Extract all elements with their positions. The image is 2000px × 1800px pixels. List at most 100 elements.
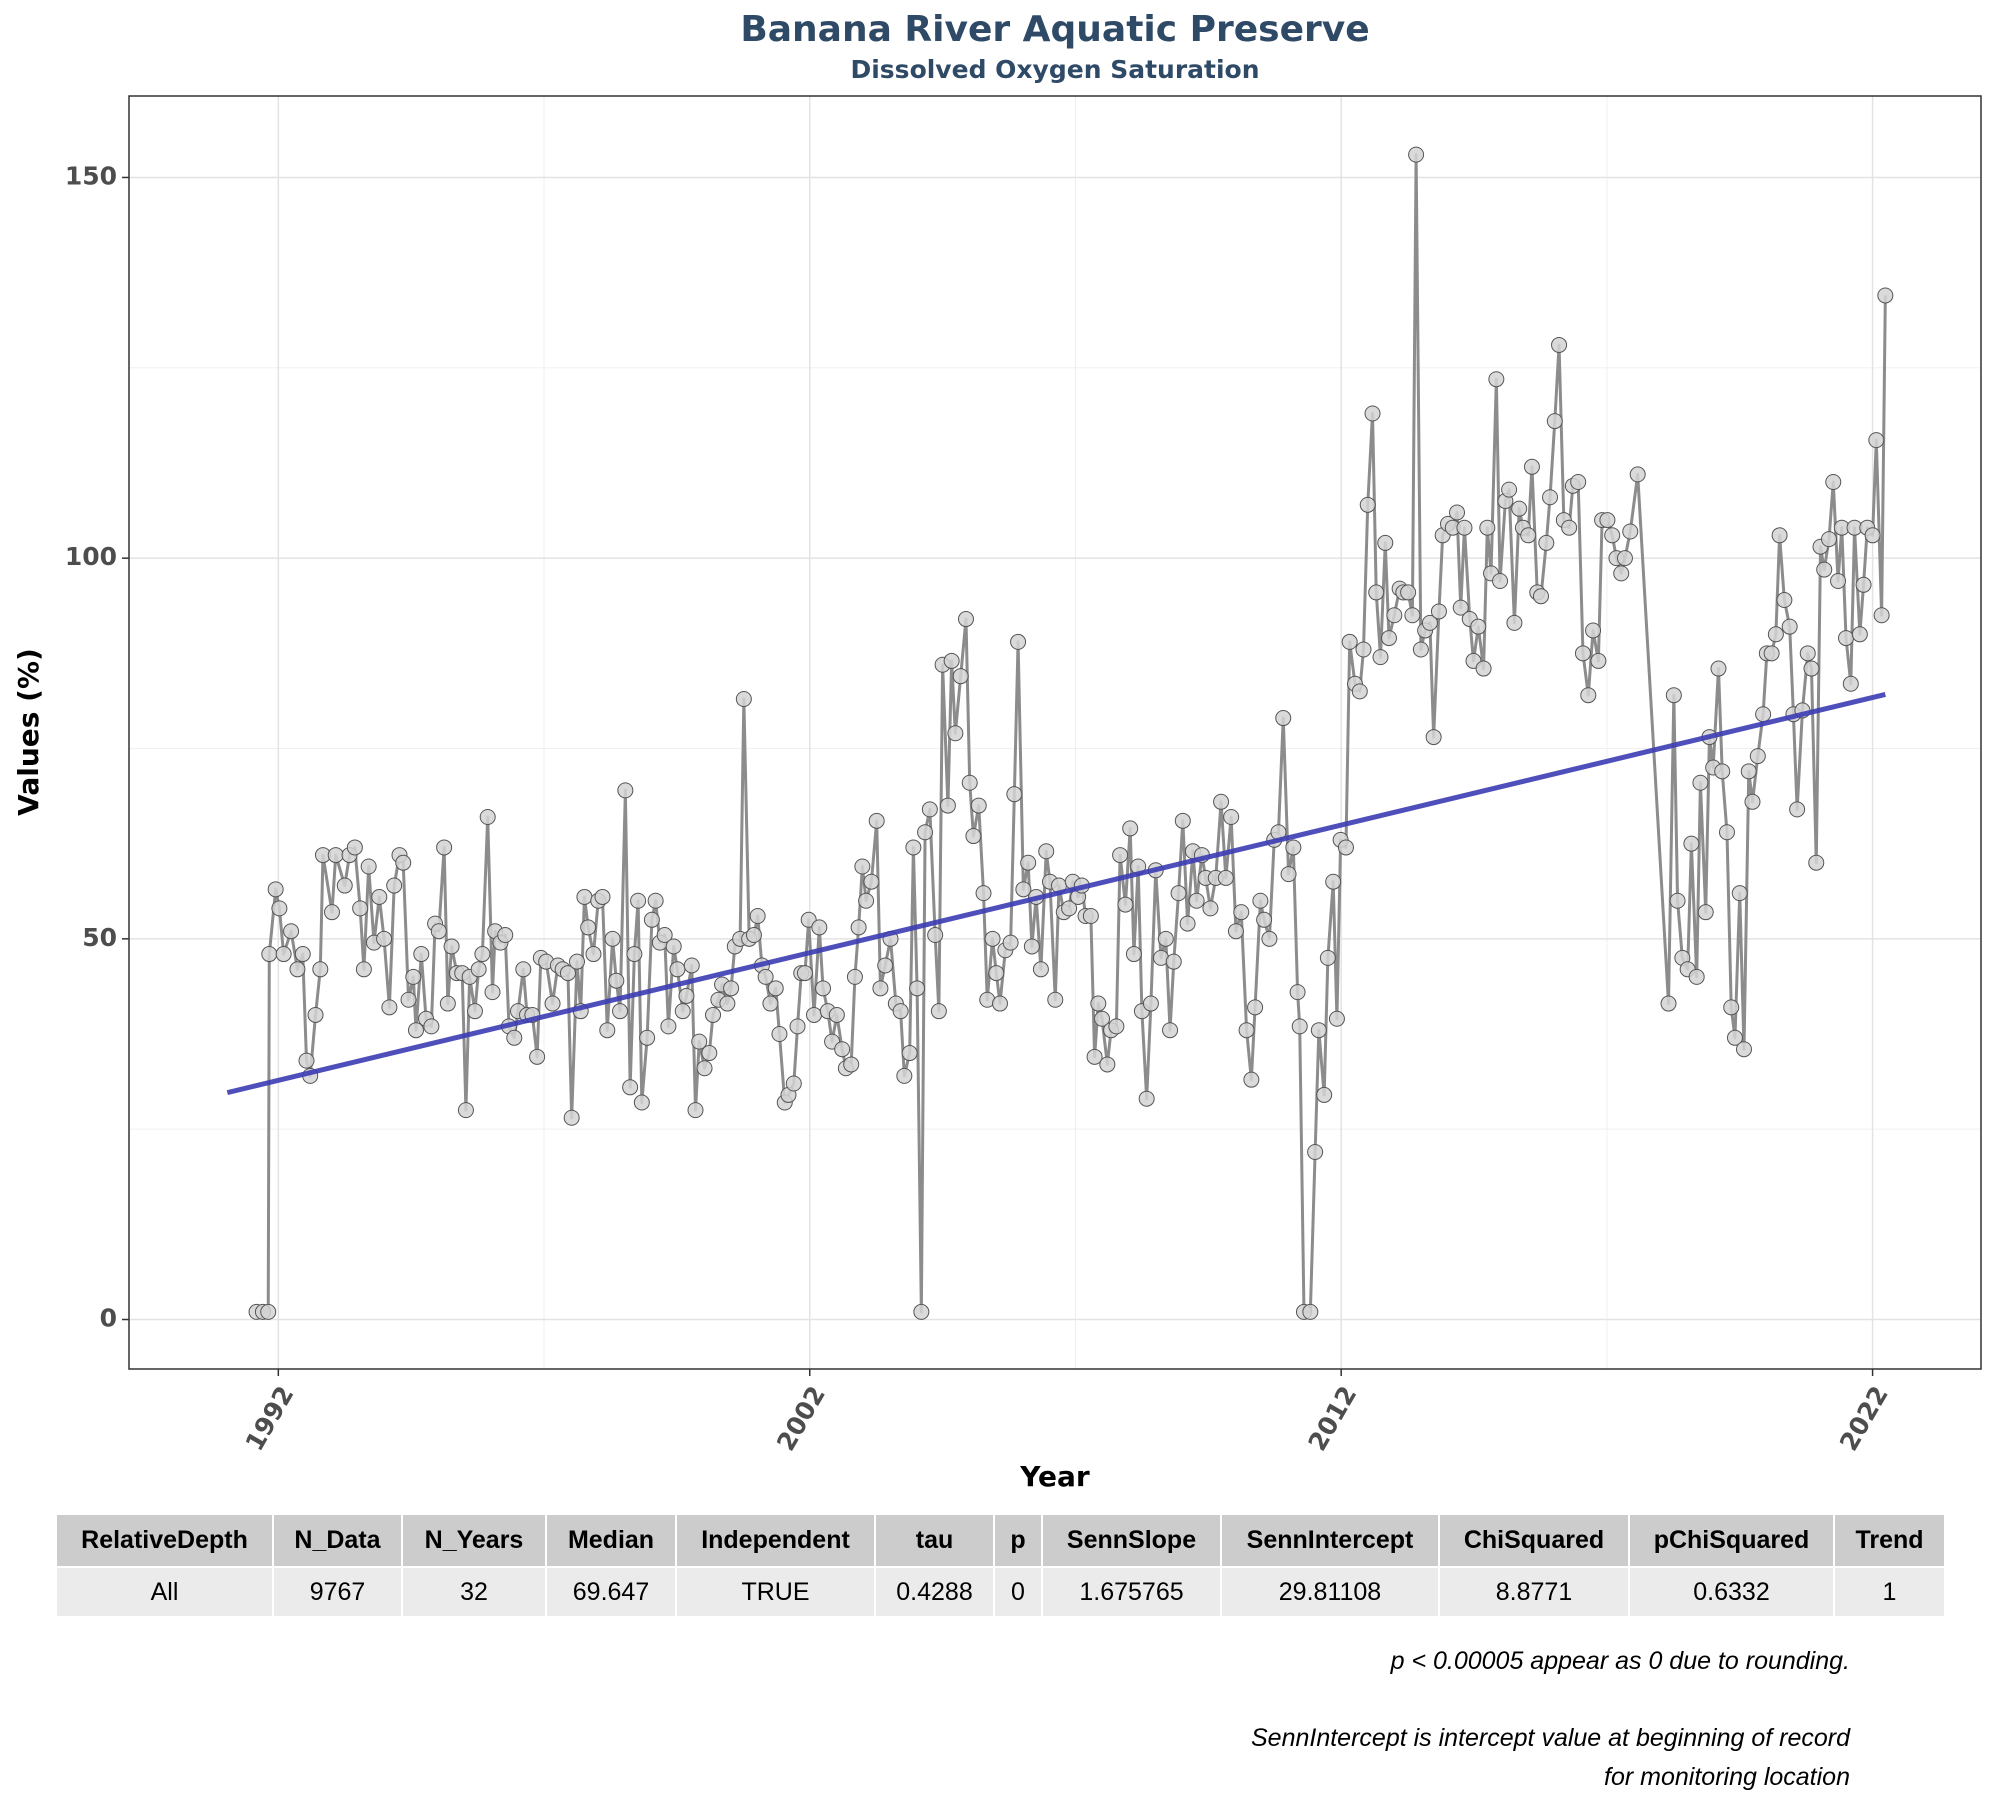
data-point — [1359, 496, 1376, 513]
data-point — [691, 1033, 708, 1050]
data-point — [1002, 934, 1019, 951]
data-point — [484, 984, 501, 1001]
data-point — [1808, 854, 1825, 871]
data-point — [1243, 1071, 1260, 1088]
data-point — [1803, 660, 1820, 677]
data-point — [785, 1075, 802, 1092]
data-point — [846, 968, 863, 985]
data-point — [1799, 645, 1816, 662]
y-tick-label: 0 — [100, 1304, 117, 1333]
data-point — [965, 828, 982, 845]
data-point — [1425, 729, 1442, 746]
data-point — [1551, 336, 1568, 353]
data-point — [1744, 793, 1761, 810]
data-point — [1108, 1018, 1125, 1035]
data-point — [1061, 900, 1078, 917]
data-point — [1542, 489, 1559, 506]
note: p < 0.00005 appear as 0 due to rounding. — [1390, 1647, 1850, 1675]
data-point — [594, 888, 611, 905]
data-point — [1851, 626, 1868, 643]
data-point — [927, 927, 944, 944]
data-point — [1735, 1041, 1752, 1058]
data-point — [307, 1006, 324, 1023]
data-point — [789, 1018, 806, 1035]
column-header: ChiSquared — [1438, 1513, 1630, 1568]
data-point — [1412, 641, 1429, 658]
data-point — [630, 892, 647, 909]
data-point — [1337, 839, 1354, 856]
data-point — [1683, 835, 1700, 852]
data-point — [1873, 607, 1890, 624]
data-point — [1038, 843, 1055, 860]
table-cell: TRUE — [675, 1566, 876, 1618]
table-cell: 69.647 — [545, 1566, 677, 1618]
table-cell: 32 — [401, 1566, 547, 1618]
data-point — [1868, 432, 1885, 449]
data-point — [1781, 618, 1798, 635]
data-point — [1574, 645, 1591, 662]
data-point — [1749, 748, 1766, 765]
data-point — [952, 668, 969, 685]
data-point — [1310, 1022, 1327, 1039]
data-point — [1714, 763, 1731, 780]
data-point — [921, 801, 938, 818]
data-point — [1233, 904, 1250, 921]
data-point — [701, 1045, 718, 1062]
data-point — [863, 873, 880, 890]
data-point — [413, 946, 430, 963]
data-point — [1252, 892, 1269, 909]
data-point — [352, 900, 369, 917]
data-point — [1165, 953, 1182, 970]
data-point — [1506, 614, 1523, 631]
data-point — [1142, 995, 1159, 1012]
data-point — [1842, 675, 1859, 692]
data-point — [815, 980, 832, 997]
data-point — [1501, 481, 1518, 498]
trend-line — [226, 692, 1886, 1096]
data-point — [1325, 873, 1342, 890]
data-point — [1316, 1086, 1333, 1103]
data-point — [1622, 523, 1639, 540]
data-point — [1302, 1303, 1319, 1320]
data-point — [443, 938, 460, 955]
data-point — [1771, 527, 1788, 544]
data-point — [660, 1018, 677, 1035]
data-point — [705, 1006, 722, 1023]
data-point — [1546, 413, 1563, 430]
data-point — [1020, 854, 1037, 871]
data-point — [674, 1003, 691, 1020]
data-point — [436, 839, 453, 856]
column-header: p — [993, 1513, 1043, 1568]
table-cell: 9767 — [272, 1566, 403, 1618]
data-point — [1227, 923, 1244, 940]
x-tick-label: 1992 — [240, 1381, 300, 1456]
data-point — [1570, 474, 1587, 491]
data-point — [439, 995, 456, 1012]
data-point — [1285, 839, 1302, 856]
data-point — [1718, 824, 1735, 841]
data-point — [1188, 892, 1205, 909]
data-point — [957, 611, 974, 628]
table-header: RelativeDepth N_Data N_Years Median Independ… — [55, 1513, 1946, 1568]
data-point — [1590, 652, 1607, 669]
data-point — [1740, 763, 1757, 780]
data-point — [327, 847, 344, 864]
data-point — [723, 980, 740, 997]
data-point — [1449, 504, 1466, 521]
data-point — [576, 888, 593, 905]
data-point — [767, 980, 784, 997]
data-point — [872, 980, 889, 997]
data-point — [568, 953, 585, 970]
data-point — [991, 995, 1008, 1012]
y-tick-label: 150 — [65, 161, 117, 190]
column-header: Independent — [675, 1513, 876, 1568]
table-row: All 9767 32 69.647 TRUE 0.4288 0 1.675765 29.811… — [55, 1566, 1946, 1618]
data-point — [275, 946, 292, 963]
column-header: N_Data — [272, 1513, 403, 1568]
data-point — [1275, 710, 1292, 727]
table-cell: 0.6332 — [1628, 1566, 1835, 1618]
data-point — [474, 946, 491, 963]
data-point — [917, 824, 934, 841]
data-point — [961, 774, 978, 791]
data-point — [901, 1045, 918, 1062]
